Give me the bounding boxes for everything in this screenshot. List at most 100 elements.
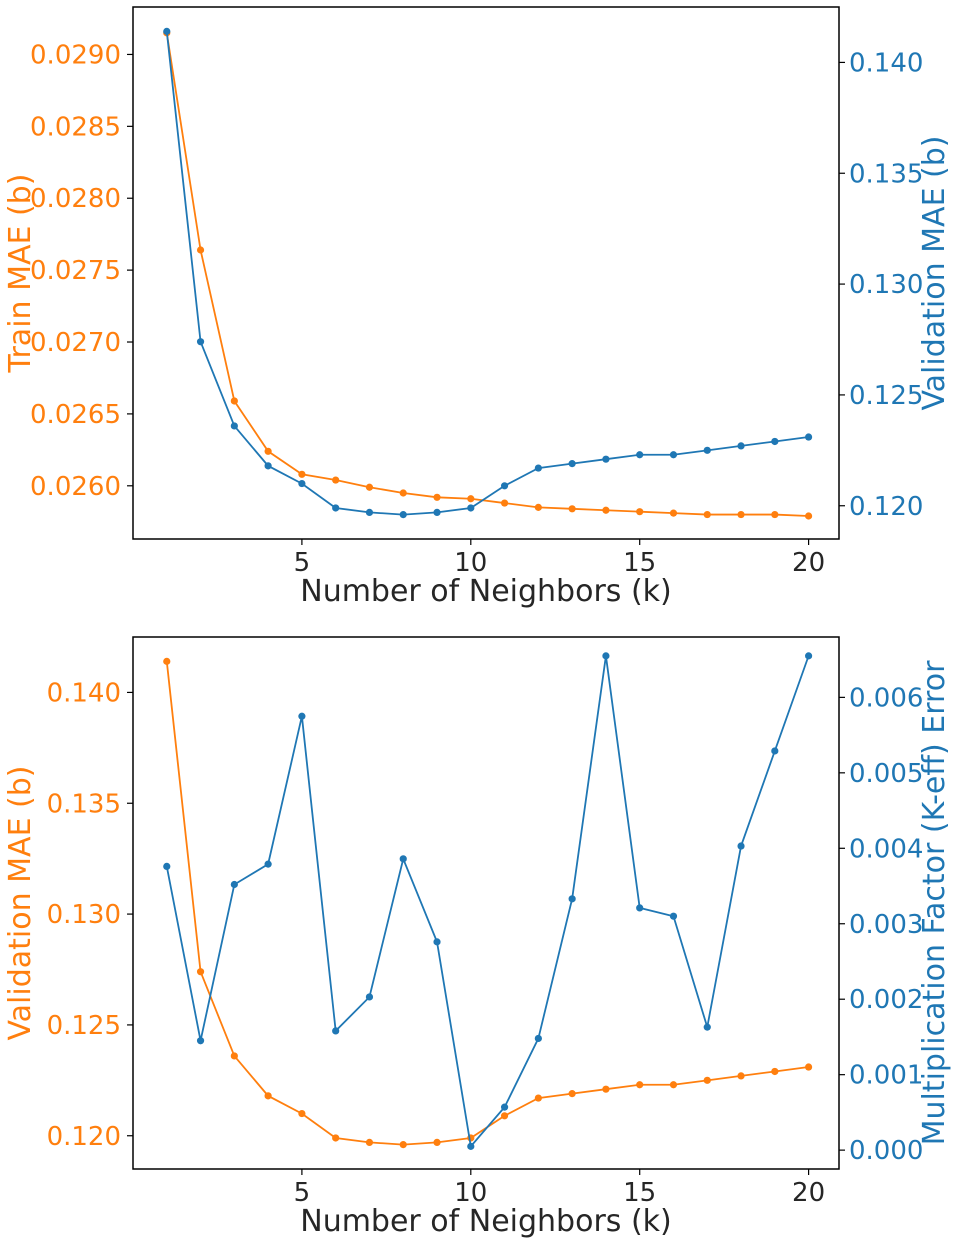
bottom-right-y-tick-label: 0.002 — [849, 985, 923, 1015]
bottom-right-data-point — [636, 904, 644, 912]
bottom-left-data-point — [534, 1094, 542, 1102]
bottom-left-data-point — [365, 1138, 374, 1146]
bottom-right-y-tick-label: 0.005 — [849, 759, 923, 789]
top-x-tick-label: 20 — [792, 548, 825, 578]
bottom-left-y-tick-label: 0.135 — [47, 789, 121, 819]
bottom-right-data-point — [163, 862, 171, 871]
top-right-y-tick-label: 0.120 — [849, 492, 923, 522]
top-left-data-point — [230, 397, 238, 405]
top-x-tick-label: 15 — [623, 548, 656, 578]
bottom-left-data-point — [298, 1109, 306, 1118]
bottom-right-data-point — [399, 855, 407, 863]
bottom-right-y-tick-label: 0.001 — [849, 1061, 923, 1091]
bottom-left-data-point — [163, 657, 171, 665]
bottom-left-data-point — [196, 968, 205, 976]
top-left-data-point — [534, 503, 542, 511]
bottom-left-data-point — [332, 1134, 340, 1142]
bottom-left-data-point — [703, 1076, 711, 1084]
top-left-data-point — [433, 493, 441, 501]
top-left-series-line — [165, 32, 809, 517]
top-x-axis-label: Number of Neighbors (k) — [300, 574, 671, 609]
top-left-y-tick-label: 0.0285 — [30, 112, 121, 142]
bottom-x-tick-label: 20 — [792, 1178, 825, 1208]
top-left-data-point — [196, 246, 205, 254]
top-x-tick-labels: 5 10 15 20 — [294, 539, 825, 578]
top-chart-panel: 5 10 15 20 0.02600.02650.02700.02750.02800.… — [3, 6, 952, 609]
top-right-data-point — [737, 442, 745, 450]
top-right-data-point — [163, 27, 171, 35]
top-left-y-tick-labels: 0.0260 0.0265 0.0270 0.0275 0.0280 0.0285 0.02… — [30, 40, 133, 502]
top-left-data-point — [399, 489, 407, 497]
bottom-left-y-tick-label: 0.140 — [47, 678, 121, 708]
top-left-data-point — [332, 476, 340, 484]
top-right-data-point — [433, 508, 441, 516]
top-left-data-point — [365, 483, 374, 491]
bottom-right-data-point — [365, 993, 374, 1001]
top-left-data-point — [636, 508, 644, 516]
top-right-data-point — [534, 464, 542, 472]
top-right-data-point — [500, 482, 509, 490]
top-right-data-point — [703, 446, 711, 454]
bottom-left-data-point — [669, 1081, 678, 1089]
bottom-x-tick-labels: 5 10 15 20 — [294, 1169, 825, 1208]
bottom-right-data-point — [433, 938, 441, 946]
top-left-y-tick-label: 0.0275 — [30, 256, 121, 286]
bottom-right-data-point — [230, 880, 238, 889]
bottom-left-data-point — [264, 1092, 272, 1100]
bottom-left-y-tick-label: 0.120 — [47, 1122, 121, 1152]
bottom-left-data-point — [500, 1112, 509, 1120]
bottom-right-data-point — [196, 1037, 205, 1045]
top-right-y-tick-label: 0.125 — [849, 381, 923, 411]
bottom-right-data-point — [804, 652, 813, 660]
top-right-data-point — [196, 338, 205, 346]
bottom-x-axis-label: Number of Neighbors (k) — [300, 1204, 671, 1239]
top-x-tick-label: 5 — [294, 548, 311, 578]
top-left-series — [163, 29, 813, 520]
top-right-series-line — [165, 31, 809, 516]
bottom-right-y-tick-label: 0.000 — [849, 1136, 923, 1166]
top-right-data-point — [602, 455, 610, 463]
bottom-left-data-point — [568, 1090, 576, 1098]
top-right-data-point — [804, 433, 813, 441]
bottom-x-tick-label: 5 — [294, 1178, 311, 1208]
top-right-data-point — [669, 451, 678, 459]
top-right-data-point — [399, 511, 407, 519]
bottom-left-data-point — [737, 1072, 745, 1080]
bottom-left-y-axis-label: Validation MAE (b) — [3, 765, 38, 1040]
bottom-right-series-line — [165, 655, 810, 1149]
top-left-data-point — [602, 506, 610, 514]
top-right-series — [163, 27, 813, 519]
top-left-data-point — [298, 470, 306, 478]
bottom-left-data-point — [399, 1141, 407, 1149]
bottom-right-y-axis-label: Multiplication Factor (K-eff) Error — [917, 660, 952, 1146]
top-x-tick-label: 10 — [454, 548, 487, 578]
top-right-data-point — [467, 504, 475, 512]
top-right-y-tick-labels: 0.120 0.125 0.130 0.135 0.140 — [839, 48, 923, 522]
bottom-right-data-point — [568, 895, 576, 903]
bottom-left-y-tick-label: 0.125 — [47, 1011, 121, 1041]
top-left-y-tick-label: 0.0280 — [30, 184, 121, 214]
bottom-right-y-tick-label: 0.006 — [849, 683, 923, 713]
top-right-data-point — [230, 422, 238, 430]
bottom-right-y-tick-labels: 0.000 0.001 0.002 0.003 0.004 0.005 0.006 — [839, 683, 923, 1166]
bottom-right-data-point — [534, 1034, 542, 1043]
top-left-y-tick-label: 0.0290 — [30, 40, 121, 70]
bottom-x-tick-label: 10 — [454, 1178, 487, 1208]
bottom-right-data-point — [771, 747, 779, 755]
top-left-y-tick-label: 0.0265 — [30, 400, 121, 430]
top-right-y-tick-label: 0.130 — [849, 270, 923, 300]
bottom-right-data-point — [602, 652, 610, 660]
bottom-right-data-point — [703, 1023, 711, 1031]
bottom-right-y-tick-label: 0.003 — [849, 910, 923, 940]
top-left-y-tick-label: 0.0260 — [30, 472, 121, 502]
top-right-data-point — [771, 437, 779, 446]
top-right-data-point — [365, 508, 374, 516]
top-left-data-point — [804, 512, 813, 520]
top-right-y-tick-label: 0.135 — [849, 159, 923, 189]
top-right-data-point — [332, 504, 340, 512]
bottom-left-data-point — [804, 1063, 813, 1071]
bottom-right-data-point — [264, 860, 272, 868]
top-right-y-axis-label: Validation MAE (b) — [917, 135, 952, 410]
